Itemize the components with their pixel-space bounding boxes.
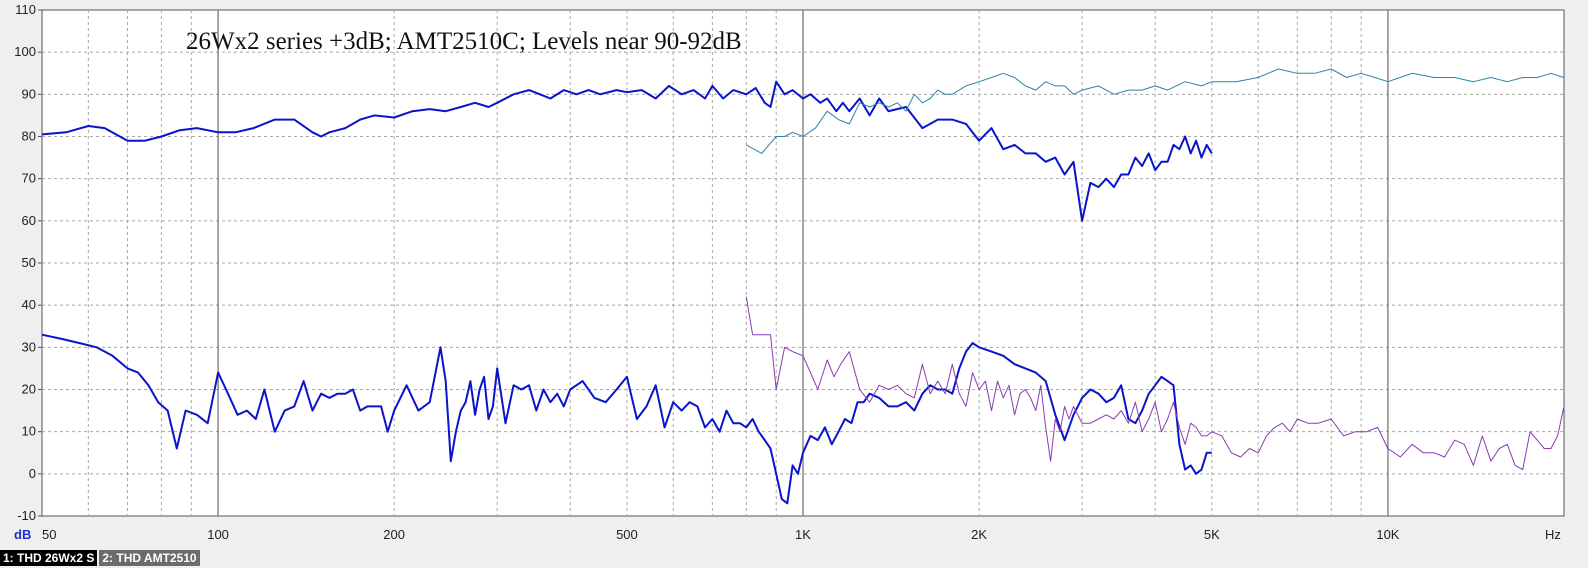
- y-axis-title: dB: [14, 527, 31, 542]
- x-tick-label: 100: [207, 527, 229, 542]
- series-line-4: [745, 296, 1565, 471]
- x-tick-label: 10K: [1376, 527, 1399, 542]
- y-tick-label: 20: [22, 382, 36, 397]
- y-tick-label: 70: [22, 171, 36, 186]
- x-tick-label: 5K: [1204, 527, 1220, 542]
- chart-title: 26Wx2 series +3dB; AMT2510C; Levels near…: [186, 28, 742, 55]
- series-group: [41, 68, 1565, 505]
- y-tick-label: 60: [22, 213, 36, 228]
- y-tick-label: 80: [22, 129, 36, 144]
- y-tick-label: 0: [29, 466, 36, 481]
- x-tick-label: 1K: [795, 527, 811, 542]
- series-line-3: [41, 333, 1212, 505]
- x-tick-label: 2K: [971, 527, 987, 542]
- series-tab-bar: 1: THD 26Wx2 S 2: THD AMT2510: [0, 550, 200, 568]
- x-tick-label: 50: [42, 527, 56, 542]
- y-tick-label: -10: [17, 508, 36, 523]
- series-line-2: [746, 68, 1565, 154]
- tab-thd-26wx2[interactable]: 1: THD 26Wx2 S: [0, 550, 98, 566]
- x-tick-label: 200: [383, 527, 405, 542]
- y-tick-label: 110: [15, 2, 36, 17]
- y-tick-label: 100: [14, 44, 36, 59]
- y-tick-label: 10: [22, 424, 36, 439]
- y-tick-label: 40: [22, 297, 36, 312]
- tab-thd-amt2510[interactable]: 2: THD AMT2510: [99, 550, 200, 566]
- series-line-1: [41, 80, 1213, 222]
- x-axis-ticks: 50 100 200 500 1K 2K 5K 10K: [42, 527, 1400, 542]
- x-tick-label: 500: [616, 527, 638, 542]
- y-tick-label: 50: [22, 255, 36, 270]
- x-axis-unit: Hz: [1545, 527, 1561, 542]
- y-tick-label: 30: [22, 339, 36, 354]
- y-tick-label: 90: [22, 86, 36, 101]
